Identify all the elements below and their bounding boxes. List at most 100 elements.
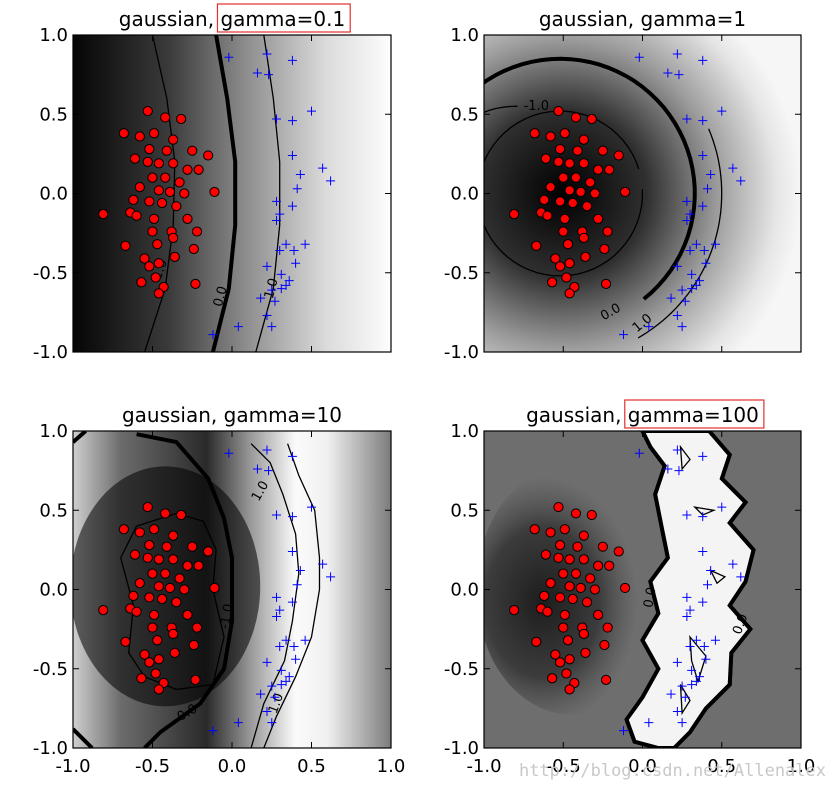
red-point — [134, 578, 145, 589]
red-point — [586, 509, 597, 521]
red-point — [190, 278, 201, 289]
blue-point — [262, 261, 272, 271]
blue-point — [677, 718, 687, 728]
red-point — [147, 622, 158, 633]
subplot-3: 1.0-1.00.0 1.0-1.0 -0.5 0.0 0.5 1.01.00.50.0-… — [33, 403, 405, 777]
red-point — [604, 164, 615, 175]
blue-point — [701, 654, 711, 664]
red-point — [209, 582, 220, 594]
x-tick-label: 0.5 — [297, 756, 326, 777]
red-point — [176, 509, 187, 521]
blue-point — [677, 681, 687, 691]
red-point — [98, 209, 109, 220]
blue-point — [672, 657, 682, 667]
blue-point — [326, 572, 336, 582]
blue-point — [634, 448, 644, 458]
chart-title: gaussian, gamma=10 — [122, 403, 342, 427]
blue-point — [672, 49, 682, 59]
red-point — [148, 128, 160, 139]
dark-blob — [484, 464, 667, 715]
title-gamma: gamma=100 — [628, 403, 759, 427]
blue-point — [687, 284, 697, 294]
contour-label: -1.0 — [218, 603, 237, 631]
red-point — [564, 554, 575, 565]
red-point — [134, 131, 145, 142]
subplot-2: -1.00.0 1.01.0 0.5 0.0 -0.5 -1.0 gaussian, gam… — [444, 7, 802, 363]
red-point — [539, 590, 550, 601]
plot-area: 1.0-1.00.0 1.0 — [73, 431, 391, 748]
red-point — [98, 605, 109, 616]
red-point — [581, 201, 593, 212]
red-point — [182, 213, 193, 224]
plot-area: -1.00.0 1.0 — [484, 35, 801, 352]
chart-title: gaussian, gamma=0.1 — [119, 7, 345, 31]
blue-point — [287, 116, 297, 126]
watermark-text: http://blog.csdn.net/Allenalex — [519, 761, 826, 781]
x-tick-label: 0.0 — [218, 756, 247, 777]
blue-point — [685, 246, 695, 256]
red-point — [120, 240, 131, 251]
red-point — [169, 251, 180, 262]
contour-label: 0.0 — [641, 586, 659, 609]
contour-line — [484, 110, 644, 277]
red-point — [160, 508, 171, 519]
blue-point — [272, 196, 282, 206]
blue-point — [666, 689, 676, 699]
red-point — [572, 541, 583, 552]
red-point — [547, 277, 558, 288]
contour-line — [263, 443, 321, 748]
blue-point — [272, 510, 282, 520]
y-tick-label: 1.0 — [450, 25, 479, 46]
red-point — [597, 145, 608, 156]
red-point — [160, 112, 171, 123]
blue-point — [272, 592, 282, 602]
blue-point — [281, 676, 291, 686]
blue-point — [672, 445, 682, 455]
blue-point — [318, 559, 328, 569]
red-point — [182, 609, 193, 620]
contour-label: 0.0 — [211, 285, 231, 309]
blue-point — [262, 445, 272, 455]
red-point — [558, 226, 569, 237]
red-point — [134, 182, 145, 193]
blue-point — [267, 322, 277, 332]
red-point — [142, 105, 153, 117]
blue-point — [287, 201, 297, 211]
red-point — [182, 164, 193, 175]
red-point — [586, 113, 597, 125]
chart-title: gaussian, gamma=100 — [526, 403, 759, 427]
red-point — [619, 186, 631, 198]
contour-label: 0.0 — [730, 612, 751, 637]
blue-point — [287, 597, 297, 607]
red-point — [593, 213, 604, 224]
y-tick-label: -1.0 — [33, 738, 68, 759]
red-point — [153, 554, 164, 565]
blue-point — [699, 246, 709, 256]
y-tick-label: 0.5 — [39, 500, 68, 521]
blue-point — [698, 55, 708, 65]
red-point — [168, 134, 179, 145]
red-point — [564, 158, 575, 169]
red-point — [156, 593, 168, 605]
blue-point — [307, 106, 316, 116]
red-point — [593, 164, 604, 175]
red-point — [572, 145, 583, 156]
red-point — [190, 674, 201, 685]
red-point — [118, 128, 129, 139]
blue-point — [691, 676, 701, 686]
blue-point — [618, 330, 628, 340]
red-point — [171, 201, 182, 212]
red-point — [578, 554, 589, 565]
blue-point — [224, 448, 234, 458]
blue-point — [270, 296, 280, 306]
red-point — [153, 158, 164, 169]
red-point — [554, 261, 566, 272]
red-point — [152, 239, 163, 250]
red-point — [169, 647, 180, 659]
red-point — [542, 210, 553, 221]
red-point — [152, 635, 163, 646]
title-gamma: gamma=10 — [224, 403, 342, 427]
blue-point — [276, 284, 286, 294]
red-point — [553, 105, 564, 117]
blue-point — [644, 718, 654, 728]
